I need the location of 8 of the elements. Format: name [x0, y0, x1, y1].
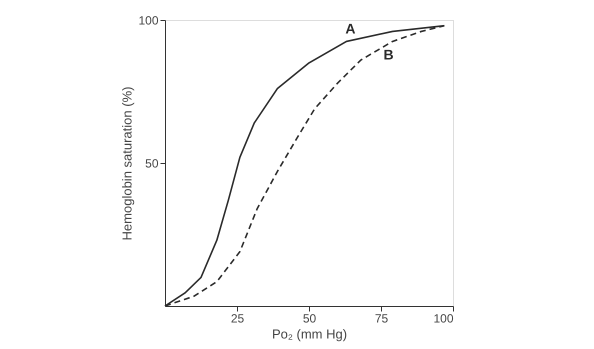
x-tick-label: 100: [433, 312, 454, 326]
x-tick-label: 50: [302, 312, 316, 326]
series-label: A: [345, 20, 356, 36]
series-label: B: [383, 46, 394, 62]
y-axis-title: Hemoglobin saturation (%): [119, 86, 134, 240]
x-tick-label: 25: [230, 312, 244, 326]
x-axis-title: Po₂ (mm Hg): [272, 326, 348, 342]
x-tick-label: 75: [374, 312, 388, 326]
